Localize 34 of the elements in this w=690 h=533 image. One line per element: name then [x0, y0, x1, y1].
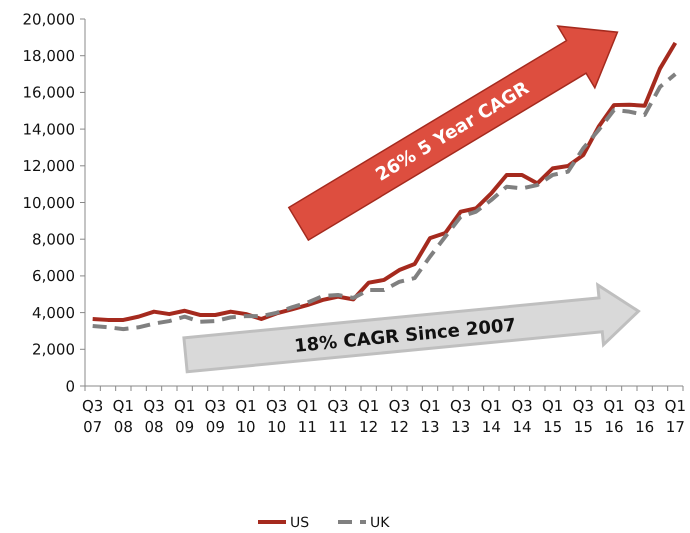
y-tick-label: 0	[65, 377, 75, 396]
x-tick-label: Q1 10	[235, 397, 257, 436]
x-tick-label: Q3 12	[388, 397, 410, 436]
x-tick-label: Q1 08	[112, 397, 134, 436]
y-tick-label: 6,000	[32, 267, 75, 286]
x-tick-label: Q3 10	[266, 397, 288, 436]
x-tick-label: Q3 16	[634, 397, 656, 436]
x-tick-label: Q3 09	[204, 397, 226, 436]
y-tick-label: 2,000	[32, 340, 75, 359]
y-tick-label: 20,000	[22, 10, 75, 28]
annotation: 18% CAGR Since 2007	[293, 314, 517, 357]
x-tick-label: Q3 11	[327, 397, 349, 436]
y-tick-label: 12,000	[22, 157, 75, 176]
x-tick-label: Q3 08	[143, 397, 165, 436]
x-tick-label: Q1 13	[419, 397, 441, 436]
x-tick-label: Q3 14	[511, 397, 533, 436]
x-tick-label: Q1 17	[664, 397, 686, 436]
x-tick-label: Q1 14	[480, 397, 502, 436]
y-tick-label: 14,000	[22, 120, 75, 138]
x-tick-label: Q3 13	[450, 397, 472, 436]
x-tick-label: Q1 11	[296, 397, 318, 436]
x-tick-label: Q1 16	[603, 397, 625, 436]
y-tick-label: 10,000	[22, 194, 75, 212]
x-tick-label: Q1 09	[174, 397, 196, 436]
legend-label: US	[290, 514, 310, 531]
y-tick-label: 4,000	[32, 304, 75, 322]
x-tick-label: Q3 07	[82, 397, 104, 436]
x-tick-label: Q1 12	[358, 397, 380, 436]
x-tick-label: Q3 15	[572, 397, 594, 436]
y-tick-label: 8,000	[32, 230, 75, 248]
legend-label: UK	[370, 514, 390, 531]
y-tick-label: 16,000	[22, 84, 75, 102]
x-tick-label: Q1 15	[542, 397, 564, 436]
y-tick-label: 18,000	[22, 46, 75, 65]
